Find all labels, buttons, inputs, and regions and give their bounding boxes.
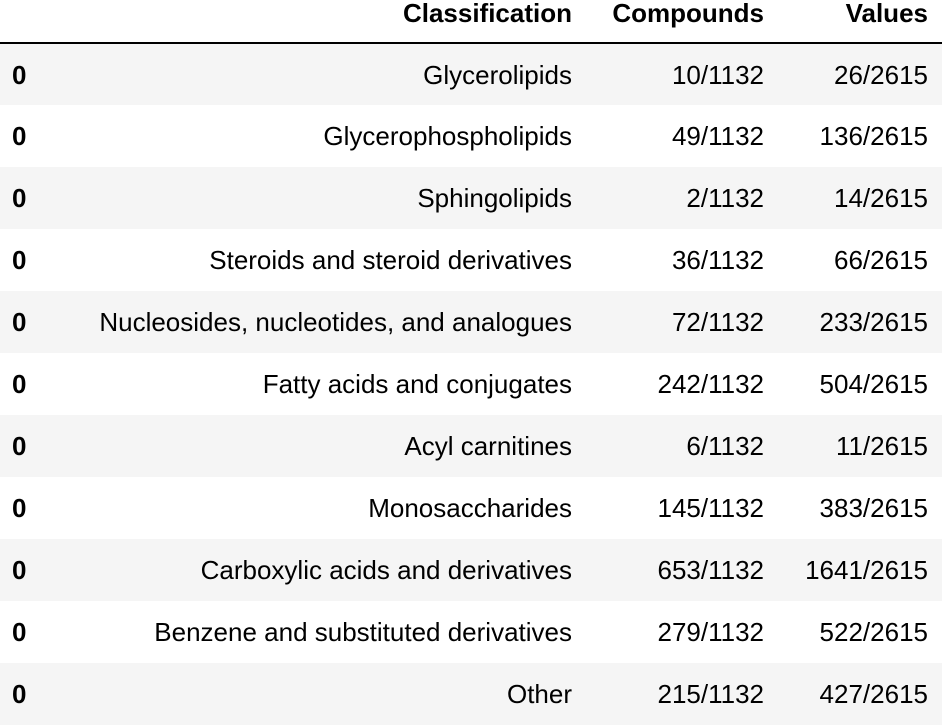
compounds-cell: 242/1132 bbox=[657, 369, 764, 399]
values-cell: 66/2615 bbox=[834, 245, 928, 275]
compounds-cell: 279/1132 bbox=[657, 617, 764, 647]
classification-cell: Steroids and steroid derivatives bbox=[209, 245, 572, 275]
row-index: 0 bbox=[12, 431, 27, 461]
compounds-cell: 653/1132 bbox=[657, 555, 764, 585]
row-index: 0 bbox=[12, 183, 27, 213]
values-cell: 1641/2615 bbox=[805, 555, 928, 585]
table-row: 0 Carboxylic acids and derivatives 653/1… bbox=[0, 539, 942, 601]
classification-cell: Nucleosides, nucleotides, and analogues bbox=[99, 307, 572, 337]
index-header bbox=[0, 0, 48, 44]
values-cell: 427/2615 bbox=[819, 679, 928, 709]
classification-cell: Fatty acids and conjugates bbox=[262, 369, 572, 399]
values-cell: 522/2615 bbox=[819, 617, 928, 647]
table-row: 0 Other 215/1132 427/2615 bbox=[0, 663, 942, 725]
row-index: 0 bbox=[12, 369, 27, 399]
row-index: 0 bbox=[12, 617, 27, 647]
row-index: 0 bbox=[12, 307, 27, 337]
table-row: 0 Benzene and substituted derivatives 27… bbox=[0, 601, 942, 663]
values-cell: 136/2615 bbox=[819, 121, 928, 151]
row-index: 0 bbox=[12, 555, 27, 585]
values-cell: 504/2615 bbox=[819, 369, 928, 399]
classification-cell: Glycerolipids bbox=[423, 59, 572, 90]
table-body: 0 Glycerolipids 10/1132 26/2615 0 Glycer… bbox=[0, 43, 942, 725]
table-row: 0 Fatty acids and conjugates 242/1132 50… bbox=[0, 353, 942, 415]
compounds-cell: 49/1132 bbox=[671, 121, 764, 151]
column-header-values: Values bbox=[778, 0, 942, 44]
table-row: 0 Sphingolipids 2/1132 14/2615 bbox=[0, 167, 942, 229]
table-row: 0 Glycerophospholipids 49/1132 136/2615 bbox=[0, 105, 942, 167]
values-cell: 11/2615 bbox=[835, 431, 928, 461]
row-index: 0 bbox=[12, 245, 27, 275]
row-index: 0 bbox=[12, 59, 27, 90]
compounds-cell: 36/1132 bbox=[671, 245, 764, 275]
column-header-compounds: Compounds bbox=[586, 0, 778, 44]
classification-cell: Glycerophospholipids bbox=[323, 121, 572, 151]
compounds-cell: 2/1132 bbox=[686, 183, 764, 213]
classification-cell: Other bbox=[506, 679, 572, 709]
row-index: 0 bbox=[12, 679, 27, 709]
compounds-cell: 215/1132 bbox=[657, 679, 764, 709]
compounds-cell: 72/1132 bbox=[671, 307, 764, 337]
compounds-cell: 10/1132 bbox=[671, 59, 764, 90]
classification-cell: Acyl carnitines bbox=[404, 431, 572, 461]
classification-cell: Benzene and substituted derivatives bbox=[154, 617, 572, 647]
classification-cell: Carboxylic acids and derivatives bbox=[200, 555, 572, 585]
table-row: 0 Steroids and steroid derivatives 36/11… bbox=[0, 229, 942, 291]
classification-cell: Monosaccharides bbox=[368, 493, 572, 523]
values-cell: 14/2615 bbox=[834, 183, 928, 213]
values-cell: 26/2615 bbox=[834, 59, 928, 90]
compounds-cell: 145/1132 bbox=[657, 493, 764, 523]
classification-cell: Sphingolipids bbox=[417, 183, 572, 213]
table-row: 0 Glycerolipids 10/1132 26/2615 bbox=[0, 43, 942, 105]
compounds-cell: 6/1132 bbox=[686, 431, 764, 461]
table-row: 0 Monosaccharides 145/1132 383/2615 bbox=[0, 477, 942, 539]
table-row: 0 Nucleosides, nucleotides, and analogue… bbox=[0, 291, 942, 353]
row-index: 0 bbox=[12, 121, 27, 151]
table-row: 0 Acyl carnitines 6/1132 11/2615 bbox=[0, 415, 942, 477]
column-header-classification: Classification bbox=[48, 0, 586, 44]
table-header: Classification Compounds Values bbox=[0, 0, 942, 44]
header-row: Classification Compounds Values bbox=[0, 0, 942, 44]
values-cell: 383/2615 bbox=[819, 493, 928, 523]
values-cell: 233/2615 bbox=[819, 307, 928, 337]
row-index: 0 bbox=[12, 493, 27, 523]
